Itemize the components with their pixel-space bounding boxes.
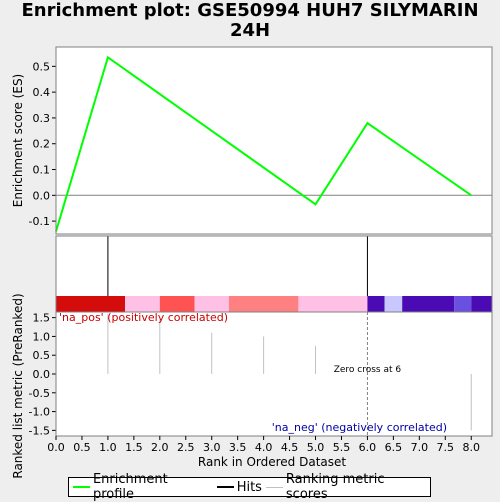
x-tick-label: 3.0	[203, 441, 221, 454]
metric-ytick-label: 0.0	[33, 368, 51, 381]
pos-correlated-label: 'na_pos' (positively correlated)	[59, 311, 228, 324]
legend-item-enrichment-profile: Enrichment profile	[73, 472, 213, 502]
color-bar-segment	[471, 296, 492, 312]
color-bar-segment	[298, 296, 368, 312]
chart-title: Enrichment plot: GSE50994 HUH7 SILYMARIN…	[21, 0, 479, 41]
color-bar-segment	[194, 296, 229, 312]
legend-swatch-enrichment	[73, 486, 90, 488]
metric-ylabel: Ranked list metric (PreRanked)	[11, 293, 25, 478]
panel-frames	[56, 47, 492, 436]
x-tick-label: 6.0	[359, 441, 377, 454]
legend-item-ranking-metric: Ranking metric scores	[265, 472, 430, 502]
legend-swatch-ranking	[265, 486, 283, 488]
es-ytick-label: 0.3	[33, 112, 51, 125]
legend-label-enrichment: Enrichment profile	[92, 472, 168, 502]
x-tick-label: 5.0	[307, 441, 325, 454]
legend-label-ranking: Ranking metric scores	[285, 472, 385, 502]
es-ytick-label: 0.2	[33, 138, 51, 151]
x-tick-label: 7.0	[411, 441, 429, 454]
metric-ytick-label: 1.5	[33, 312, 51, 325]
x-tick-label: 8.0	[462, 441, 480, 454]
x-tick-label: 3.5	[229, 441, 247, 454]
x-tick-label: 4.0	[255, 441, 273, 454]
metric-ytick-label: 0.5	[33, 349, 51, 362]
color-bar-segment	[125, 296, 160, 312]
metric-ytick-label: -1.0	[29, 406, 50, 419]
x-tick-label: 0.0	[47, 441, 65, 454]
x-tick-label: 7.5	[437, 441, 455, 454]
x-tick-label: 0.5	[73, 441, 91, 454]
x-tick-label: 2.5	[177, 441, 195, 454]
metric-panel-frame	[55, 311, 493, 437]
color-bar-segment	[159, 296, 195, 312]
color-bar-segment	[228, 296, 299, 312]
legend-swatch-hits	[216, 486, 234, 488]
color-bar-segment	[56, 296, 126, 312]
rank-color-bar	[56, 296, 492, 312]
chart-legend: Enrichment profile Hits Ranking metric s…	[68, 472, 431, 502]
es-ytick-label: 0.1	[33, 164, 51, 177]
metric-panel-background	[56, 312, 492, 436]
es-ytick-label: -0.1	[29, 215, 50, 228]
neg-correlated-label: 'na_neg' (negatively correlated)	[272, 421, 447, 434]
es-ytick-label: 0.0	[33, 189, 51, 202]
es-panel: 0.5 0.4 0.3 0.2 0.1 0.0 -0.1 Enrichment score (…	[11, 55, 492, 232]
x-axis-label: Rank in Ordered Dataset	[198, 455, 346, 469]
color-bar-segment	[384, 296, 403, 312]
metric-ytick-label: 1.0	[33, 330, 51, 343]
x-tick-label: 4.5	[281, 441, 299, 454]
es-ytick-label: 0.5	[33, 60, 51, 73]
metric-ytick-label: -0.5	[29, 387, 50, 400]
es-panel-frame	[55, 46, 493, 235]
enrichment-profile-line	[55, 55, 472, 232]
x-tick-label: 1.5	[125, 441, 143, 454]
metric-panel: Zero cross at 6 'na_pos' (positively corr…	[11, 293, 472, 479]
zero-cross-label: Zero cross at 6	[334, 365, 402, 375]
color-bar-segment	[367, 296, 385, 312]
hits-panel	[107, 236, 368, 296]
es-ylabel: Enrichment score (ES)	[11, 74, 25, 207]
x-tick-label: 5.5	[333, 441, 351, 454]
metric-ytick-label: -1.5	[29, 424, 50, 437]
x-tick-label: 1.0	[99, 441, 117, 454]
legend-item-hits: Hits	[216, 479, 262, 495]
axes: 0.0 0.5 1.0 1.5 2.0 2.5 3.0 3.5 4.0 4.5 5.0 5.5 6.0 6…	[47, 46, 493, 469]
legend-label-hits: Hits	[236, 479, 262, 495]
color-bar-segment	[454, 296, 472, 312]
x-tick-label: 6.5	[385, 441, 403, 454]
color-bar-segment	[402, 296, 455, 312]
es-panel-background	[56, 47, 492, 234]
x-tick-label: 2.0	[151, 441, 169, 454]
es-ytick-label: 0.4	[33, 86, 51, 99]
